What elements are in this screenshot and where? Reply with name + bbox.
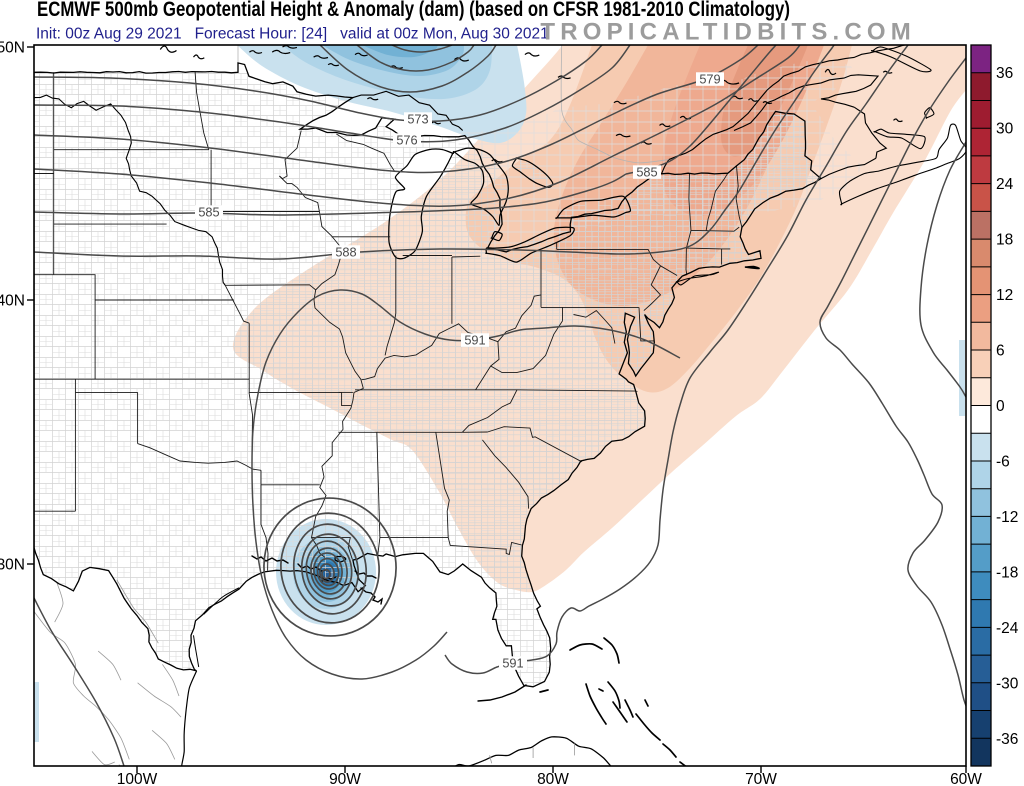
svg-text:18: 18 — [996, 232, 1013, 249]
svg-text:591: 591 — [464, 333, 485, 348]
svg-text:579: 579 — [699, 72, 720, 87]
svg-text:576: 576 — [396, 133, 417, 148]
svg-text:ECMWF 500mb Geopotential Heigh: ECMWF 500mb Geopotential Height & Anomal… — [37, 0, 790, 22]
svg-text:573: 573 — [407, 112, 428, 127]
svg-text:591: 591 — [502, 656, 523, 671]
svg-text:TROPICALTIDBITS.COM: TROPICALTIDBITS.COM — [540, 19, 916, 46]
svg-text:588: 588 — [335, 245, 356, 260]
svg-text:-6: -6 — [996, 454, 1010, 471]
svg-text:50N: 50N — [0, 40, 25, 57]
svg-text:80W: 80W — [537, 771, 569, 786]
svg-text:40N: 40N — [0, 293, 25, 310]
svg-text:-36: -36 — [996, 731, 1018, 748]
svg-text:-24: -24 — [996, 620, 1019, 637]
svg-text:36: 36 — [996, 65, 1013, 82]
svg-text:30: 30 — [996, 121, 1014, 138]
svg-text:24: 24 — [996, 176, 1014, 193]
svg-text:70W: 70W — [745, 771, 777, 786]
svg-text:12: 12 — [996, 287, 1013, 304]
svg-text:100W: 100W — [117, 771, 158, 786]
svg-text:60W: 60W — [950, 771, 982, 786]
svg-text:90W: 90W — [329, 771, 361, 786]
svg-text:30N: 30N — [0, 557, 25, 574]
svg-text:0: 0 — [996, 398, 1005, 415]
svg-text:585: 585 — [636, 165, 657, 180]
svg-text:6: 6 — [996, 343, 1005, 360]
svg-text:-18: -18 — [996, 564, 1018, 581]
svg-text:-30: -30 — [996, 675, 1019, 692]
svg-text:585: 585 — [198, 205, 219, 220]
svg-text:Init: 00z Aug 29 2021 Foreca: Init: 00z Aug 29 2021 Forecast Hour: [24… — [36, 26, 549, 43]
svg-text:-12: -12 — [996, 509, 1018, 526]
